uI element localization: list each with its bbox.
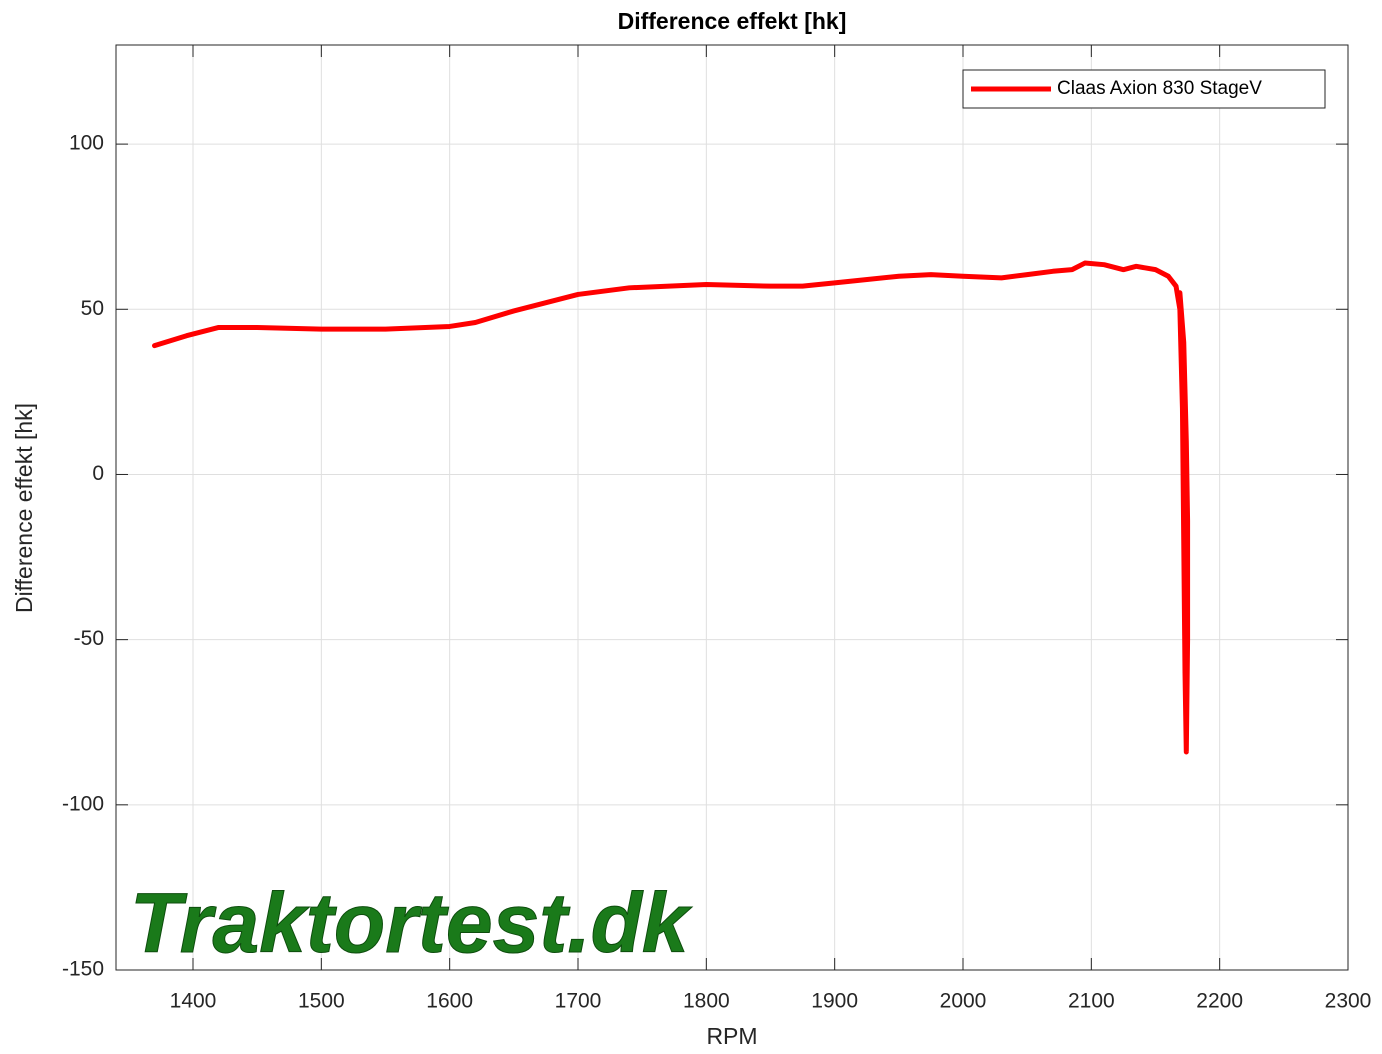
- watermark: Traktortest.dk: [130, 876, 693, 970]
- plot-area: [116, 45, 1348, 970]
- x-tick-label: 1500: [298, 990, 345, 1013]
- legend-label: Claas Axion 830 StageV: [1057, 78, 1262, 99]
- y-tick-label: -100: [62, 792, 104, 815]
- x-tick-label: 1400: [170, 990, 217, 1013]
- y-axis-label: Difference effekt [hk]: [11, 403, 37, 613]
- x-axis-label: RPM: [706, 1023, 757, 1049]
- y-tick-label: -150: [62, 958, 104, 981]
- x-tick-label: 1900: [811, 990, 858, 1013]
- x-tick-label: 2100: [1068, 990, 1115, 1013]
- x-tick-label: 2000: [940, 990, 987, 1013]
- plot-frame: [115, 44, 1349, 971]
- x-tick-label: 2200: [1196, 990, 1243, 1013]
- y-tick-label: 50: [81, 297, 104, 320]
- chart-title: Difference effekt [hk]: [618, 8, 847, 34]
- y-tick-label: 100: [69, 132, 104, 155]
- x-tick-label: 1700: [555, 990, 602, 1013]
- y-tick-label: -50: [74, 627, 104, 650]
- legend: Claas Axion 830 StageV: [962, 69, 1326, 109]
- y-tick-label: 0: [92, 462, 104, 485]
- x-tick-label: 1600: [426, 990, 473, 1013]
- x-tick-label: 2300: [1325, 990, 1372, 1013]
- lines: [152, 260, 1191, 755]
- x-tick-label: 1800: [683, 990, 730, 1013]
- data-line: [152, 260, 1191, 755]
